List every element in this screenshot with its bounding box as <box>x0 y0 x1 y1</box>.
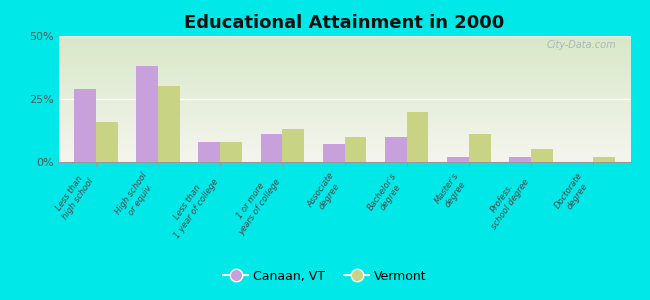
Bar <box>593 157 615 162</box>
Bar <box>158 86 180 162</box>
Bar <box>323 144 345 162</box>
Bar <box>344 137 366 162</box>
Bar <box>220 142 242 162</box>
Bar <box>447 157 469 162</box>
Bar <box>407 112 428 162</box>
Legend: Canaan, VT, Vermont: Canaan, VT, Vermont <box>218 265 432 288</box>
Bar <box>531 149 552 162</box>
Bar <box>385 137 407 162</box>
Bar <box>282 129 304 162</box>
Bar <box>136 66 158 162</box>
Bar <box>509 157 531 162</box>
Bar <box>198 142 220 162</box>
Bar <box>96 122 118 162</box>
Bar <box>74 89 96 162</box>
Title: Educational Attainment in 2000: Educational Attainment in 2000 <box>185 14 504 32</box>
Text: City-Data.com: City-Data.com <box>547 40 616 50</box>
Bar <box>261 134 282 162</box>
Bar <box>469 134 491 162</box>
